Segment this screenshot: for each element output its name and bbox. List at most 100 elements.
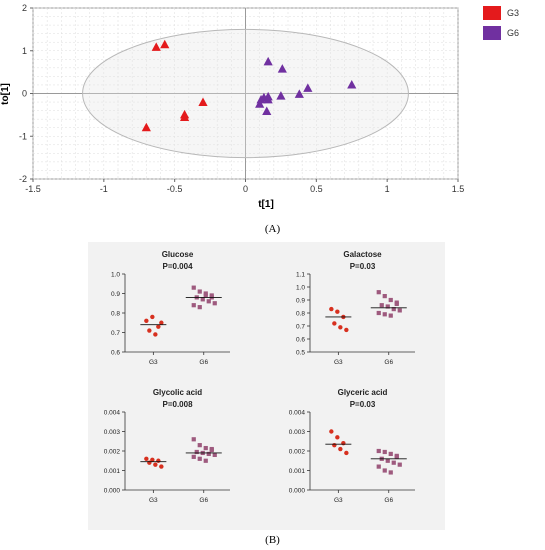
point-g6 — [256, 94, 266, 104]
y-tick-label: 0.003 — [104, 429, 121, 436]
y-tick-label: 0.9 — [296, 298, 305, 305]
point-g6 — [376, 448, 381, 454]
panel-a-caption: (A) — [264, 223, 281, 235]
point-g6 — [382, 449, 387, 455]
x-tick-label: G6 — [199, 497, 208, 504]
point-g6 — [200, 297, 205, 302]
point-g3 — [153, 332, 158, 337]
point-g6 — [388, 451, 393, 457]
point-g6 — [394, 454, 399, 459]
point-g6 — [197, 305, 202, 310]
point-g6 — [379, 303, 384, 308]
point-g6 — [391, 460, 396, 465]
point-g6 — [263, 94, 273, 104]
p-value: P=0.03 — [350, 400, 376, 409]
x-tick-label: G3 — [149, 497, 158, 504]
y-tick-label: 0.000 — [289, 488, 306, 495]
score-points — [82, 28, 409, 159]
y-tick-label: 0.004 — [289, 410, 306, 417]
x-tick-label: 0.5 — [310, 184, 323, 194]
x-tick-label: G3 — [149, 359, 158, 366]
point-g6 — [385, 304, 390, 309]
point-g6 — [191, 454, 196, 459]
point-g3 — [141, 122, 151, 132]
point-g6 — [376, 310, 381, 316]
y-tick-label: 0.002 — [104, 449, 121, 456]
y-tick-label: -2 — [19, 174, 27, 184]
point-g6 — [303, 83, 313, 92]
y-tick-label: 0.9 — [111, 291, 120, 298]
point-g3 — [335, 435, 340, 440]
x-tick-label: G3 — [334, 497, 343, 504]
point-g6 — [191, 303, 196, 308]
legend-swatch-g3 — [483, 6, 501, 20]
point-g6 — [191, 437, 196, 442]
point-g3 — [344, 327, 349, 333]
y-tick-label: 0.000 — [104, 488, 121, 495]
y-tick-label: 0.003 — [289, 429, 306, 436]
point-g6 — [203, 445, 208, 451]
y-tick-label: 0.001 — [104, 468, 121, 475]
point-g6 — [197, 456, 202, 461]
y-tick-label: 0.7 — [296, 324, 305, 331]
dot-plot-glycolic-acid: Glycolic acid P=0.008 0.004 0.003 0.002 0.001… — [104, 388, 230, 504]
point-g3 — [332, 442, 337, 448]
point-g6 — [397, 462, 402, 467]
point-g3 — [144, 456, 149, 461]
point-g6 — [206, 299, 211, 304]
point-g6 — [388, 297, 393, 303]
point-g6 — [212, 301, 217, 306]
point-g3 — [329, 429, 334, 434]
point-g6 — [391, 307, 396, 312]
y-tick-label: 1 — [22, 46, 27, 56]
x-tick-label: G6 — [199, 359, 208, 366]
point-g3 — [150, 314, 155, 320]
point-g3 — [159, 320, 164, 325]
point-g3 — [332, 321, 337, 326]
point-g6 — [203, 293, 208, 298]
x-tick-label: G3 — [334, 359, 343, 366]
point-g6 — [212, 452, 217, 457]
dot-plot-glucose: Glucose P=0.004 1.0 0.9 0.8 0.7 0.6 G3 G6 — [111, 250, 230, 366]
y-tick-label: 0.004 — [104, 410, 121, 417]
plot-title: Glucose — [162, 250, 194, 259]
point-g6 — [397, 308, 402, 313]
point-g3 — [344, 450, 349, 456]
point-g3 — [147, 460, 152, 465]
hotelling-ellipse — [82, 28, 409, 159]
y-tick-label: 0.7 — [111, 330, 120, 337]
point-g3 — [341, 441, 346, 446]
point-g6 — [376, 290, 381, 295]
x-tick-label: -1.5 — [25, 184, 41, 194]
panel-b-caption: (B) — [265, 534, 280, 546]
point-g6 — [206, 451, 211, 457]
p-value: P=0.03 — [350, 262, 376, 271]
point-g6 — [376, 464, 381, 469]
point-g6 — [388, 313, 393, 318]
point-g3 — [153, 462, 158, 467]
point-g6 — [385, 458, 390, 463]
point-g3 — [156, 458, 161, 463]
legend: G3 G6 — [483, 6, 519, 40]
y-tick-label: 0.8 — [296, 311, 305, 318]
p-value: P=0.004 — [162, 262, 193, 271]
legend-label-g3: G3 — [507, 8, 519, 18]
point-g6 — [276, 91, 286, 100]
point-g3 — [338, 325, 343, 330]
point-g3 — [147, 328, 152, 333]
point-g3 — [150, 457, 155, 462]
point-g6 — [388, 470, 393, 475]
grid-lines — [32, 7, 459, 180]
point-g6 — [197, 443, 202, 448]
point-g6 — [277, 64, 287, 73]
x-tick-label: -1 — [100, 184, 108, 194]
y-tick-label: -1 — [19, 131, 27, 141]
y-tick-label: 0.8 — [111, 311, 120, 318]
point-g3 — [329, 306, 334, 312]
point-g3 — [144, 318, 149, 323]
x-tick-label: 0 — [243, 184, 248, 194]
legend-label-g6: G6 — [507, 28, 519, 38]
point-g6 — [197, 289, 202, 294]
